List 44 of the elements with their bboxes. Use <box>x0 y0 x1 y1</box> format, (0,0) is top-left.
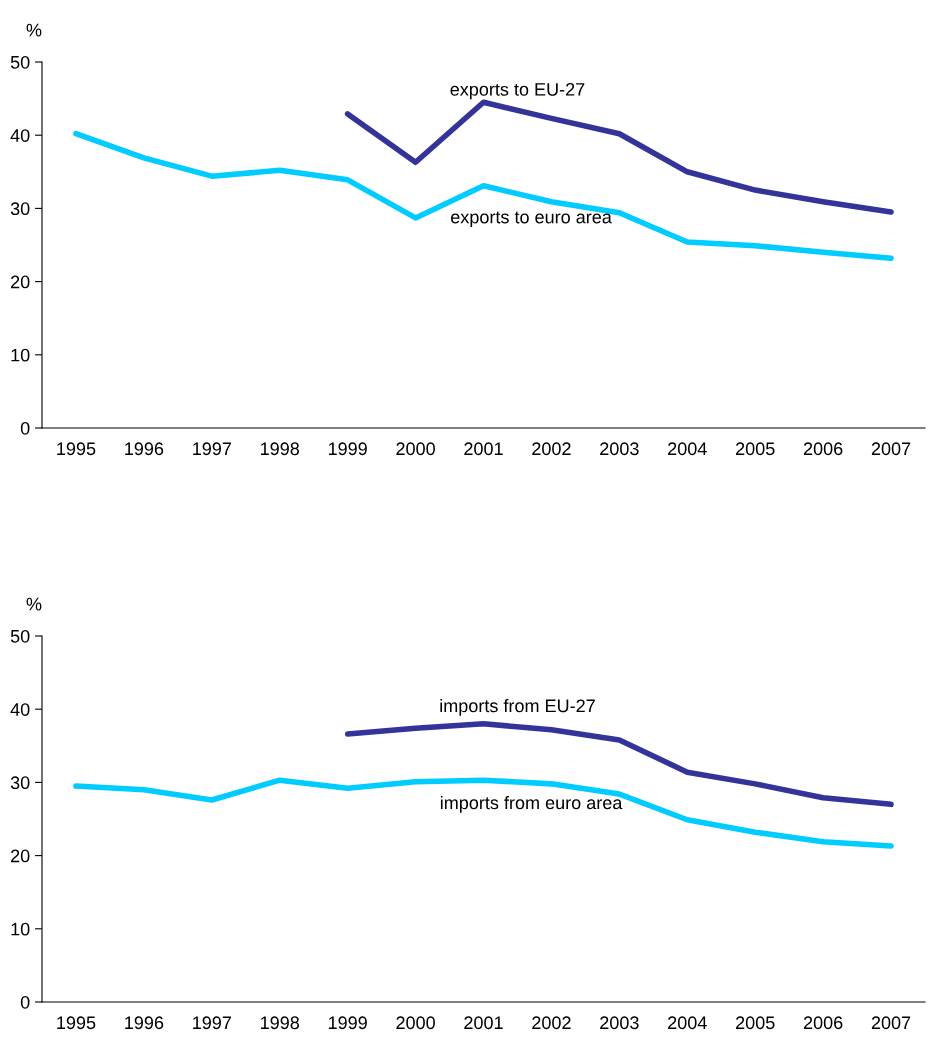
x-tick-label: 2005 <box>736 442 775 456</box>
y-tick-label: 50 <box>10 55 30 69</box>
y-tick-label: 0 <box>20 995 30 1009</box>
x-tick-label: 2001 <box>464 442 503 456</box>
y-axis-title: % <box>26 597 42 611</box>
y-tick-label: 50 <box>10 629 30 643</box>
x-tick-label: 2007 <box>871 442 911 456</box>
y-tick-label: 40 <box>10 129 30 142</box>
x-tick-label: 2006 <box>803 1016 843 1030</box>
x-tick-label: 1998 <box>261 1016 300 1030</box>
x-tick-label: 1999 <box>328 1016 367 1030</box>
series-label: exports to euro area <box>451 211 612 227</box>
y-tick-label: 10 <box>11 348 30 362</box>
x-tick-label: 2002 <box>532 1016 571 1030</box>
series-label: imports from EU-27 <box>440 698 595 716</box>
x-tick-label: 1997 <box>193 442 231 456</box>
x-tick-label: 2000 <box>396 1016 435 1030</box>
y-axis-title: % <box>26 23 42 37</box>
x-tick-label: 2005 <box>736 1016 775 1030</box>
x-tick-label: 1995 <box>57 442 96 456</box>
x-tick-label: 2000 <box>396 442 435 456</box>
series-label: exports to EU-27 <box>450 82 585 100</box>
x-tick-label: 1995 <box>57 1016 96 1030</box>
y-tick-label: 20 <box>11 849 30 863</box>
y-tick-label: 40 <box>10 703 30 716</box>
y-tick-label: 0 <box>20 421 30 435</box>
x-tick-label: 1999 <box>328 442 367 456</box>
x-tick-label: 2007 <box>871 1016 911 1030</box>
x-tick-label: 2003 <box>600 1016 639 1030</box>
x-tick-label: 1998 <box>261 442 300 456</box>
y-tick-label: 30 <box>10 202 30 216</box>
x-tick-label: 2002 <box>532 442 571 456</box>
x-tick-label: 2001 <box>464 1016 503 1030</box>
y-tick-label: 10 <box>11 922 30 936</box>
y-tick-label: 30 <box>10 776 30 790</box>
y-tick-label: 20 <box>11 275 30 289</box>
x-tick-label: 2006 <box>803 442 843 456</box>
series-label: imports from euro area <box>440 795 623 813</box>
x-tick-label: 2004 <box>668 1016 707 1030</box>
x-tick-label: 1996 <box>125 1016 164 1030</box>
x-tick-label: 1996 <box>125 442 164 456</box>
x-tick-label: 1997 <box>193 1016 231 1030</box>
x-tick-label: 2003 <box>600 442 639 456</box>
x-tick-label: 2004 <box>668 442 707 456</box>
